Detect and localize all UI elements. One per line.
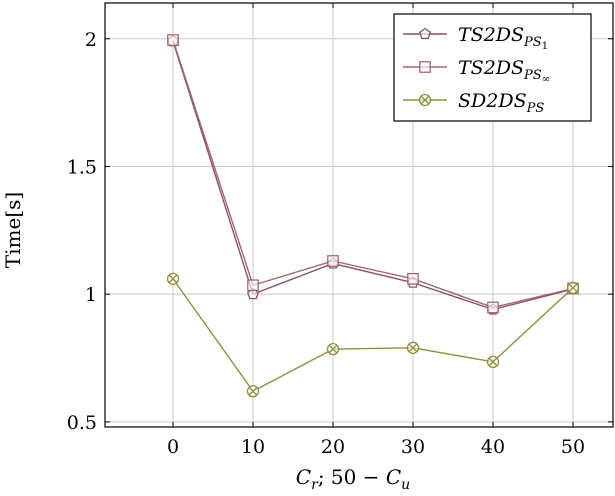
x-tick-label: 0 bbox=[167, 436, 179, 458]
x-axis-label-cr: C bbox=[296, 465, 311, 489]
legend-label: TS2DSPS∞ bbox=[458, 57, 550, 85]
data-point bbox=[247, 279, 259, 292]
data-point bbox=[246, 385, 260, 398]
x-axis-label-cu: C bbox=[386, 465, 401, 489]
x-tick-label: 50 bbox=[561, 436, 585, 458]
x-tick-label: 30 bbox=[401, 436, 425, 458]
data-point bbox=[166, 272, 180, 286]
data-point bbox=[566, 281, 580, 294]
series-line bbox=[172, 278, 574, 393]
x-tick-label: 10 bbox=[241, 436, 265, 458]
y-tick-label: 1.5 bbox=[67, 156, 97, 178]
data-point bbox=[486, 355, 500, 369]
legend-marker bbox=[418, 93, 432, 107]
series-line bbox=[172, 39, 574, 309]
data-point bbox=[407, 272, 419, 285]
x-axis-label: Cr; 50 − Cu bbox=[296, 465, 410, 493]
plot-area-frame bbox=[104, 2, 614, 428]
series-2 bbox=[166, 272, 580, 398]
data-point bbox=[247, 287, 259, 300]
legend-item: TS2DSPS∞ bbox=[403, 57, 550, 85]
legend-marker bbox=[419, 27, 431, 40]
legend-label: SD2DSPS bbox=[458, 90, 544, 116]
data-point bbox=[406, 341, 420, 354]
data-point bbox=[487, 301, 499, 314]
legend: TS2DSPS1 TS2DSPS∞ SD2DSPS bbox=[393, 13, 592, 122]
x-tick-label: 40 bbox=[481, 436, 505, 458]
data-point bbox=[167, 34, 179, 46]
x-axis-label-cu-sub: u bbox=[401, 477, 410, 493]
legend-marker bbox=[419, 61, 431, 73]
x-axis-label-cr-sub: r bbox=[311, 477, 319, 493]
legend-item: TS2DSPS1 bbox=[403, 24, 548, 52]
legend-label: TS2DSPS1 bbox=[458, 24, 548, 52]
axis-ticks: 0 10 20 30 40 50 0.5 1 1.5 2 bbox=[67, 3, 613, 458]
data-point bbox=[326, 342, 340, 356]
series-layer bbox=[166, 34, 580, 398]
y-tick-label: 2 bbox=[85, 29, 97, 51]
data-point bbox=[327, 255, 339, 267]
y-tick-label: 1 bbox=[85, 284, 97, 306]
y-tick-label: 0.5 bbox=[67, 412, 97, 434]
y-axis-label: Time[s] bbox=[1, 192, 25, 268]
x-tick-label: 20 bbox=[321, 436, 345, 458]
series-line bbox=[172, 41, 574, 311]
legend-item: SD2DSPS bbox=[403, 90, 544, 116]
